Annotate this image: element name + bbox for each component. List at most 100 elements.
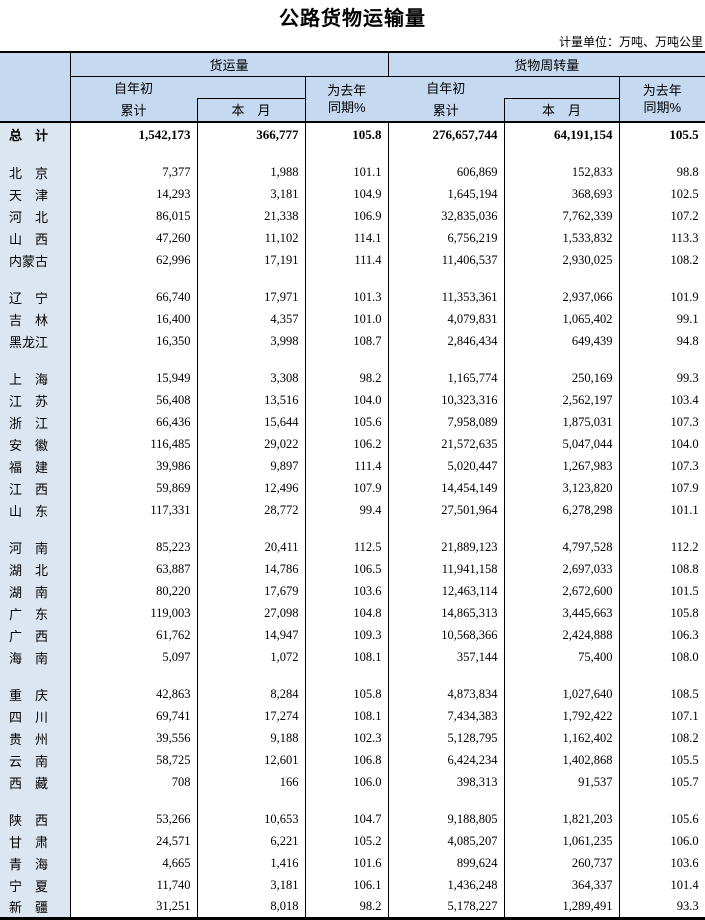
value-cell: 104.0: [619, 433, 705, 455]
value-cell: 93.3: [619, 896, 705, 918]
value-cell: [619, 668, 705, 683]
value-cell: 2,937,066: [504, 286, 620, 308]
value-cell: 6,221: [197, 830, 306, 852]
value-cell: [70, 668, 198, 683]
value-cell: 108.1: [305, 705, 389, 727]
value-cell: 61,762: [70, 624, 198, 646]
region-cell: 总 计: [0, 122, 71, 146]
value-cell: 107.3: [619, 455, 705, 477]
value-cell: 1,792,422: [504, 705, 620, 727]
value-cell: 101.3: [305, 286, 389, 308]
table-row: 福 建 39,986 9,897 111.4 5,020,447 1,267,983 107…: [0, 455, 705, 477]
region-cell: [0, 668, 71, 683]
value-cell: 113.3: [619, 227, 705, 249]
value-cell: 66,436: [70, 411, 198, 433]
value-cell: 91,537: [504, 771, 620, 793]
value-cell: [388, 352, 505, 367]
value-cell: 3,998: [197, 330, 306, 352]
value-cell: 108.0: [619, 646, 705, 668]
value-cell: 103.6: [619, 852, 705, 874]
region-cell: 广 东: [0, 602, 71, 624]
value-cell: 12,463,114: [388, 580, 505, 602]
header-yoy-freight-line2: 同期%: [327, 99, 366, 115]
table-row: 海 南 5,097 1,072 108.1 357,144 75,400 108.0: [0, 646, 705, 668]
region-cell: 陕 西: [0, 808, 71, 830]
value-cell: 276,657,744: [388, 122, 505, 146]
value-cell: 108.2: [619, 249, 705, 271]
value-cell: 101.1: [305, 161, 389, 183]
value-cell: 11,102: [197, 227, 306, 249]
unit-note: 计量单位：万吨、万吨公里: [558, 35, 703, 49]
value-cell: 99.3: [619, 367, 705, 389]
value-cell: 5,128,795: [388, 727, 505, 749]
value-cell: 250,169: [504, 367, 620, 389]
value-cell: 2,846,434: [388, 330, 505, 352]
table-row: 山 西 47,260 11,102 114.1 6,756,219 1,533,832 11…: [0, 227, 705, 249]
value-cell: 105.6: [305, 411, 389, 433]
value-cell: [504, 271, 620, 286]
value-cell: [388, 793, 505, 808]
value-cell: 107.3: [619, 411, 705, 433]
value-cell: 98.8: [619, 161, 705, 183]
value-cell: 4,665: [70, 852, 198, 874]
region-cell: 山 东: [0, 499, 71, 521]
region-cell: 西 藏: [0, 771, 71, 793]
region-cell: 北 京: [0, 161, 71, 183]
value-cell: 21,889,123: [388, 536, 505, 558]
region-cell: 河 北: [0, 205, 71, 227]
value-cell: 4,085,207: [388, 830, 505, 852]
value-cell: 17,679: [197, 580, 306, 602]
value-cell: 7,377: [70, 161, 198, 183]
region-cell: 贵 州: [0, 727, 71, 749]
value-cell: 3,181: [197, 874, 306, 896]
value-cell: 899,624: [388, 852, 505, 874]
value-cell: 53,266: [70, 808, 198, 830]
header-yoy-freight-line1: 为去年: [327, 82, 367, 98]
value-cell: 4,873,834: [388, 683, 505, 705]
value-cell: 1,821,203: [504, 808, 620, 830]
value-cell: 63,887: [70, 558, 198, 580]
value-cell: 3,123,820: [504, 477, 620, 499]
value-cell: 119,003: [70, 602, 198, 624]
value-cell: 98.2: [305, 367, 389, 389]
value-cell: 5,097: [70, 646, 198, 668]
region-cell: [0, 352, 71, 367]
value-cell: 10,568,366: [388, 624, 505, 646]
value-cell: 108.1: [305, 646, 389, 668]
value-cell: 398,313: [388, 771, 505, 793]
value-cell: [504, 793, 620, 808]
value-cell: 39,556: [70, 727, 198, 749]
value-cell: 112.5: [305, 536, 389, 558]
value-cell: 66,740: [70, 286, 198, 308]
value-cell: [197, 146, 306, 161]
value-cell: 106.8: [305, 749, 389, 771]
value-cell: [504, 521, 620, 536]
value-cell: [619, 146, 705, 161]
value-cell: 47,260: [70, 227, 198, 249]
table-row: 四 川 69,741 17,274 108.1 7,434,383 1,792,422 10…: [0, 705, 705, 727]
page-title: 公路货物运输量: [279, 8, 426, 30]
value-cell: 1,267,983: [504, 455, 620, 477]
report-page: 公路货物运输量 计量单位：万吨、万吨公里 货运量 货物周转量 自年初 为去年 同…: [0, 7, 705, 920]
value-cell: 1,027,640: [504, 683, 620, 705]
table-row: 河 北 86,015 21,338 106.9 32,835,036 7,762,339 1…: [0, 205, 705, 227]
value-cell: 101.9: [619, 286, 705, 308]
value-cell: [197, 668, 306, 683]
region-cell: 新 疆: [0, 896, 71, 918]
value-cell: 58,725: [70, 749, 198, 771]
value-cell: 16,350: [70, 330, 198, 352]
value-cell: [305, 271, 389, 286]
table-row: 宁 夏 11,740 3,181 106.1 1,436,248 364,337 101.4: [0, 874, 705, 896]
value-cell: 108.2: [619, 727, 705, 749]
value-cell: 4,079,831: [388, 308, 505, 330]
value-cell: [388, 271, 505, 286]
value-cell: [305, 668, 389, 683]
value-cell: 114.1: [305, 227, 389, 249]
value-cell: 1,289,491: [504, 896, 620, 918]
value-cell: 105.8: [619, 602, 705, 624]
value-cell: 85,223: [70, 536, 198, 558]
table-row: 甘 肃 24,571 6,221 105.2 4,085,207 1,061,235 106…: [0, 830, 705, 852]
value-cell: [305, 521, 389, 536]
region-cell: 上 海: [0, 367, 71, 389]
value-cell: 94.8: [619, 330, 705, 352]
